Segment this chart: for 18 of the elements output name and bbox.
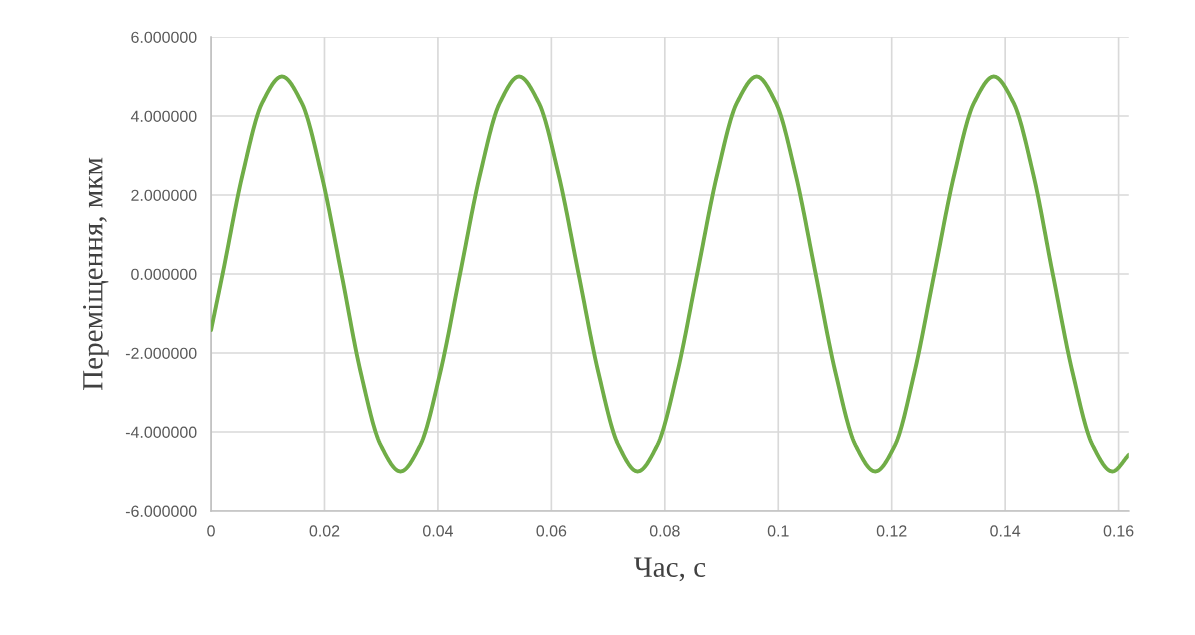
y-tick-label: 2.000000: [131, 189, 197, 201]
x-tick-label: 0.16: [1103, 525, 1134, 537]
y-tick-label: 0.000000: [131, 268, 197, 280]
x-tick-label: 0.06: [536, 525, 567, 537]
y-tick-label: 4.000000: [130, 110, 197, 122]
x-tick-label: 0.02: [309, 525, 340, 537]
x-tick-label: 0.1: [767, 525, 789, 537]
x-tick-label: 0.14: [990, 525, 1021, 537]
x-tick-label: 0.04: [423, 525, 453, 537]
y-tick-label: 6.000000: [131, 31, 197, 43]
y-axis-title: Переміщення, мкм: [83, 157, 109, 391]
y-tick-label: -6.000000: [125, 505, 197, 517]
y-tick-label: -2.000000: [125, 347, 197, 359]
y-tick-label: -4.000000: [125, 426, 197, 438]
x-axis-title: Час, с: [634, 557, 706, 582]
x-tick-label: 0: [207, 525, 215, 537]
x-tick-label: 0.08: [649, 525, 680, 537]
x-tick-label: 0.12: [876, 525, 907, 537]
